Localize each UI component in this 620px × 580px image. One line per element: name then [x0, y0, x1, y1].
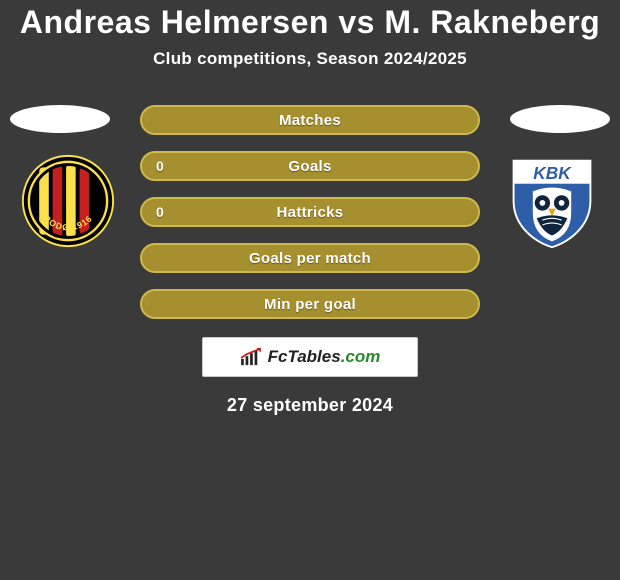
- stat-row: Goals per match: [140, 243, 480, 273]
- page-title: Andreas Helmersen vs M. Rakneberg: [0, 4, 620, 41]
- fctables-text: FcTables.com: [268, 347, 381, 367]
- player-oval-left: [10, 105, 110, 133]
- club-crest-left-svg: BODØ 1916: [20, 153, 116, 249]
- stat-value-left: 0: [156, 158, 164, 174]
- date-line: 27 september 2024: [0, 395, 620, 416]
- club-crest-right-svg: KBK: [504, 153, 600, 249]
- stat-label: Goals: [288, 158, 331, 175]
- fctables-logo[interactable]: FcTables.com: [202, 337, 418, 377]
- fctables-domain: .com: [341, 347, 381, 366]
- stat-label: Hattricks: [277, 204, 344, 221]
- stat-value-left: 0: [156, 204, 164, 220]
- svg-text:KBK: KBK: [533, 163, 572, 183]
- stat-label: Matches: [279, 112, 341, 129]
- stat-row: Min per goal: [140, 289, 480, 319]
- stat-rows: Matches Goals 0 Hattricks 0 Goals per match Mi…: [140, 105, 480, 335]
- stat-row: Hattricks 0: [140, 197, 480, 227]
- club-crest-right: KBK: [504, 153, 600, 249]
- bar-chart-icon: [240, 348, 262, 366]
- comparison-card: Andreas Helmersen vs M. Rakneberg Club c…: [0, 0, 620, 580]
- stat-row: Matches: [140, 105, 480, 135]
- fctables-main: FcTables: [268, 347, 341, 366]
- stat-label: Min per goal: [264, 296, 356, 313]
- subtitle: Club competitions, Season 2024/2025: [0, 49, 620, 69]
- stat-row: Goals 0: [140, 151, 480, 181]
- player-oval-right: [510, 105, 610, 133]
- stat-label: Goals per match: [249, 250, 371, 267]
- club-crest-left: BODØ 1916: [20, 153, 116, 249]
